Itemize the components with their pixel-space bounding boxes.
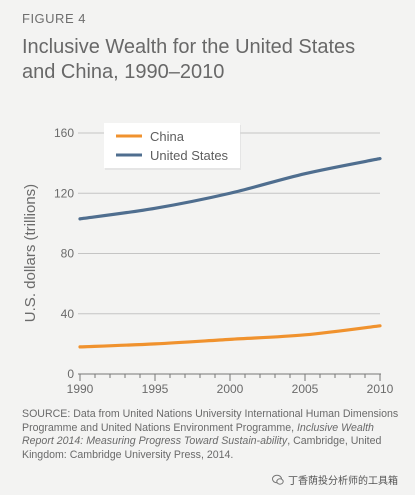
chart-title-line-2: and China, 1990–2010	[22, 61, 225, 83]
legend-box	[104, 123, 240, 168]
x-tick-label-1995: 1995	[142, 382, 169, 396]
y-tick-label-120: 120	[54, 186, 74, 200]
y-axis-label: U.S. dollars (trillions)	[22, 184, 39, 322]
legend-label-china: China	[150, 129, 185, 144]
source-report-title: Inclusive Wealth Report 2014: Measuring …	[22, 421, 374, 448]
legend: China United States	[104, 123, 241, 170]
y-tick-label-80: 80	[61, 247, 75, 261]
series-line-china	[78, 324, 382, 349]
source-text-part-1: SOURCE: Data from United Nations Univers…	[22, 408, 399, 434]
y-tick-label-0: 0	[67, 367, 74, 381]
x-tick-label-2000: 2000	[217, 382, 244, 396]
y-tick-label-160: 160	[54, 126, 74, 140]
chart-title: Inclusive Wealth for the United States a…	[22, 35, 392, 85]
source-text-part-2: , Cambridge, United Kingdom: Cambridge U…	[22, 435, 382, 461]
legend-label-united-states: United States	[150, 148, 229, 163]
x-tick-label-1990: 1990	[67, 382, 94, 396]
x-tick-label-2005: 2005	[292, 382, 319, 396]
source-note: SOURCE: Data from United Nations Univers…	[22, 408, 400, 462]
x-tick-label-2010: 2010	[367, 382, 394, 396]
axes: 0 40 80 120 160 1990 1995 2000 2005 2010	[54, 126, 394, 396]
chart-title-line-1: Inclusive Wealth for the United States	[22, 36, 356, 58]
y-tick-label-40: 40	[61, 307, 75, 321]
wechat-icon	[272, 474, 284, 485]
series-lines	[78, 157, 382, 349]
line-chart: 0 40 80 120 160 1990 1995 2000 2005 2010 China Uni…	[22, 123, 394, 396]
watermark: 丁香荫投分析师的工具箱	[272, 472, 398, 487]
watermark-text: 丁香荫投分析师的工具箱	[288, 476, 398, 487]
figure-label: FIGURE 4	[22, 11, 86, 26]
